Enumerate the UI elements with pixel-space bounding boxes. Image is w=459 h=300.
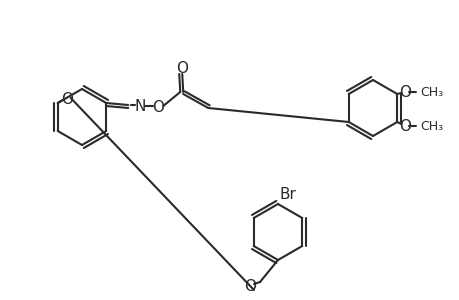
Text: O: O — [243, 280, 256, 295]
Text: N: N — [134, 98, 146, 113]
Text: CH₃: CH₃ — [420, 119, 442, 133]
Text: Br: Br — [280, 187, 296, 202]
Text: O: O — [176, 61, 188, 76]
Text: CH₃: CH₃ — [420, 85, 442, 98]
Text: O: O — [398, 118, 410, 134]
Text: O: O — [61, 92, 73, 106]
Text: O: O — [152, 100, 164, 115]
Text: O: O — [398, 85, 410, 100]
